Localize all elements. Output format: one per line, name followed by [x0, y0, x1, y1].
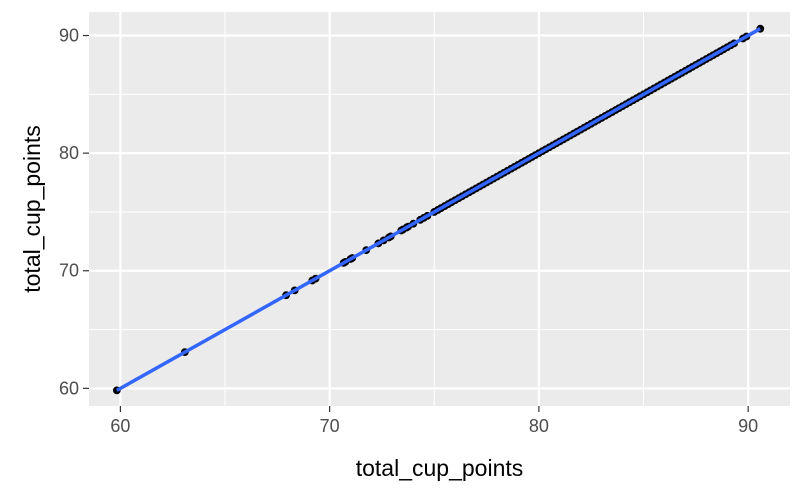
x-axis-ticks: 60 70 80 90 [110, 406, 758, 436]
y-tick-label: 60 [59, 378, 79, 398]
x-tick-label: 80 [529, 416, 549, 436]
y-tick-label: 90 [59, 26, 79, 46]
x-axis-title: total_cup_points [356, 455, 524, 481]
y-axis-ticks: 60 70 80 90 [59, 26, 89, 398]
y-tick-label: 70 [59, 261, 79, 281]
x-tick-label: 90 [738, 416, 758, 436]
x-tick-label: 60 [110, 416, 130, 436]
trend-line-group [115, 27, 762, 392]
y-tick-label: 80 [59, 143, 79, 163]
major-gridlines [89, 12, 790, 406]
trend-line [115, 27, 762, 392]
y-axis-title: total_cup_points [19, 125, 45, 293]
x-tick-label: 70 [320, 416, 340, 436]
